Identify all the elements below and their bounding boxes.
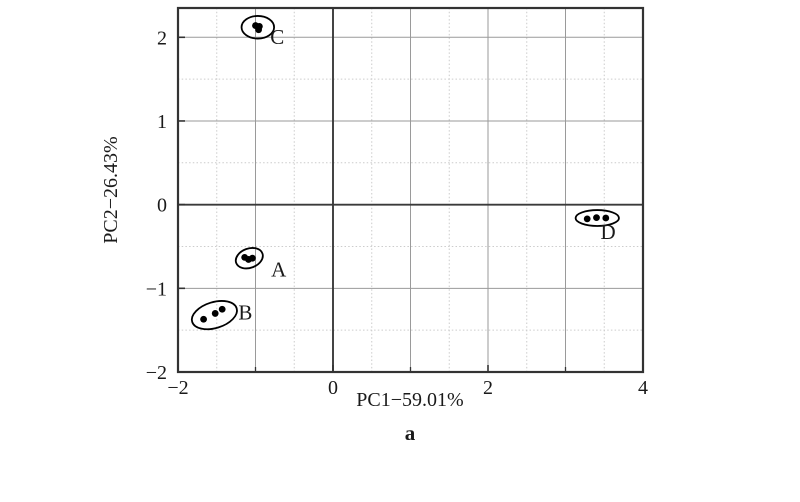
cluster-ellipse-C <box>240 15 276 40</box>
cluster-ellipse-B <box>190 300 238 331</box>
y-tick-label: −1 <box>146 278 167 300</box>
data-point-B <box>211 310 219 317</box>
data-point-C <box>255 26 262 34</box>
data-clusters: AB C D <box>190 15 620 331</box>
x-tick-label: 4 <box>638 377 648 399</box>
data-point-D <box>593 214 600 222</box>
cluster-label-D: D <box>601 220 616 244</box>
minor-gridlines <box>178 8 643 372</box>
y-tick-label: 0 <box>157 195 167 217</box>
y-tick-label: 1 <box>157 111 167 133</box>
x-tick-label: −2 <box>167 377 188 399</box>
y-axis-title: PC2−26.43% <box>100 136 122 243</box>
x-axis-tick-labels: −2 0 2 4 <box>167 377 648 399</box>
cluster-ellipse-D <box>574 209 620 227</box>
x-axis-title: PC1−59.01% <box>356 389 463 411</box>
data-point-D <box>602 214 610 222</box>
data-point-A <box>245 256 252 263</box>
x-tick-label: 0 <box>328 377 338 399</box>
cluster-ellipse-A <box>234 247 264 270</box>
cluster-group-B: B <box>190 300 252 331</box>
major-gridlines <box>178 8 643 372</box>
data-point-B <box>200 315 207 323</box>
cluster-group-C: C <box>240 15 284 49</box>
data-point-D <box>583 215 591 223</box>
data-point-B <box>218 305 226 313</box>
y-tick-label: 2 <box>157 27 167 49</box>
y-axis-tick-labels: −2 −1 0 1 2 <box>146 27 167 384</box>
y-tick-label: −2 <box>146 362 167 384</box>
axis-ticks <box>177 36 644 373</box>
cluster-label-A: A <box>271 258 287 282</box>
cluster-label-B: B <box>238 300 252 324</box>
zero-axis-lines <box>178 8 643 372</box>
cluster-group-D: D <box>574 209 620 244</box>
figure-caption: a <box>405 421 416 445</box>
cluster-group-A: A <box>234 247 287 282</box>
cluster-label-C: C <box>270 25 284 49</box>
x-tick-label: 2 <box>483 377 493 399</box>
